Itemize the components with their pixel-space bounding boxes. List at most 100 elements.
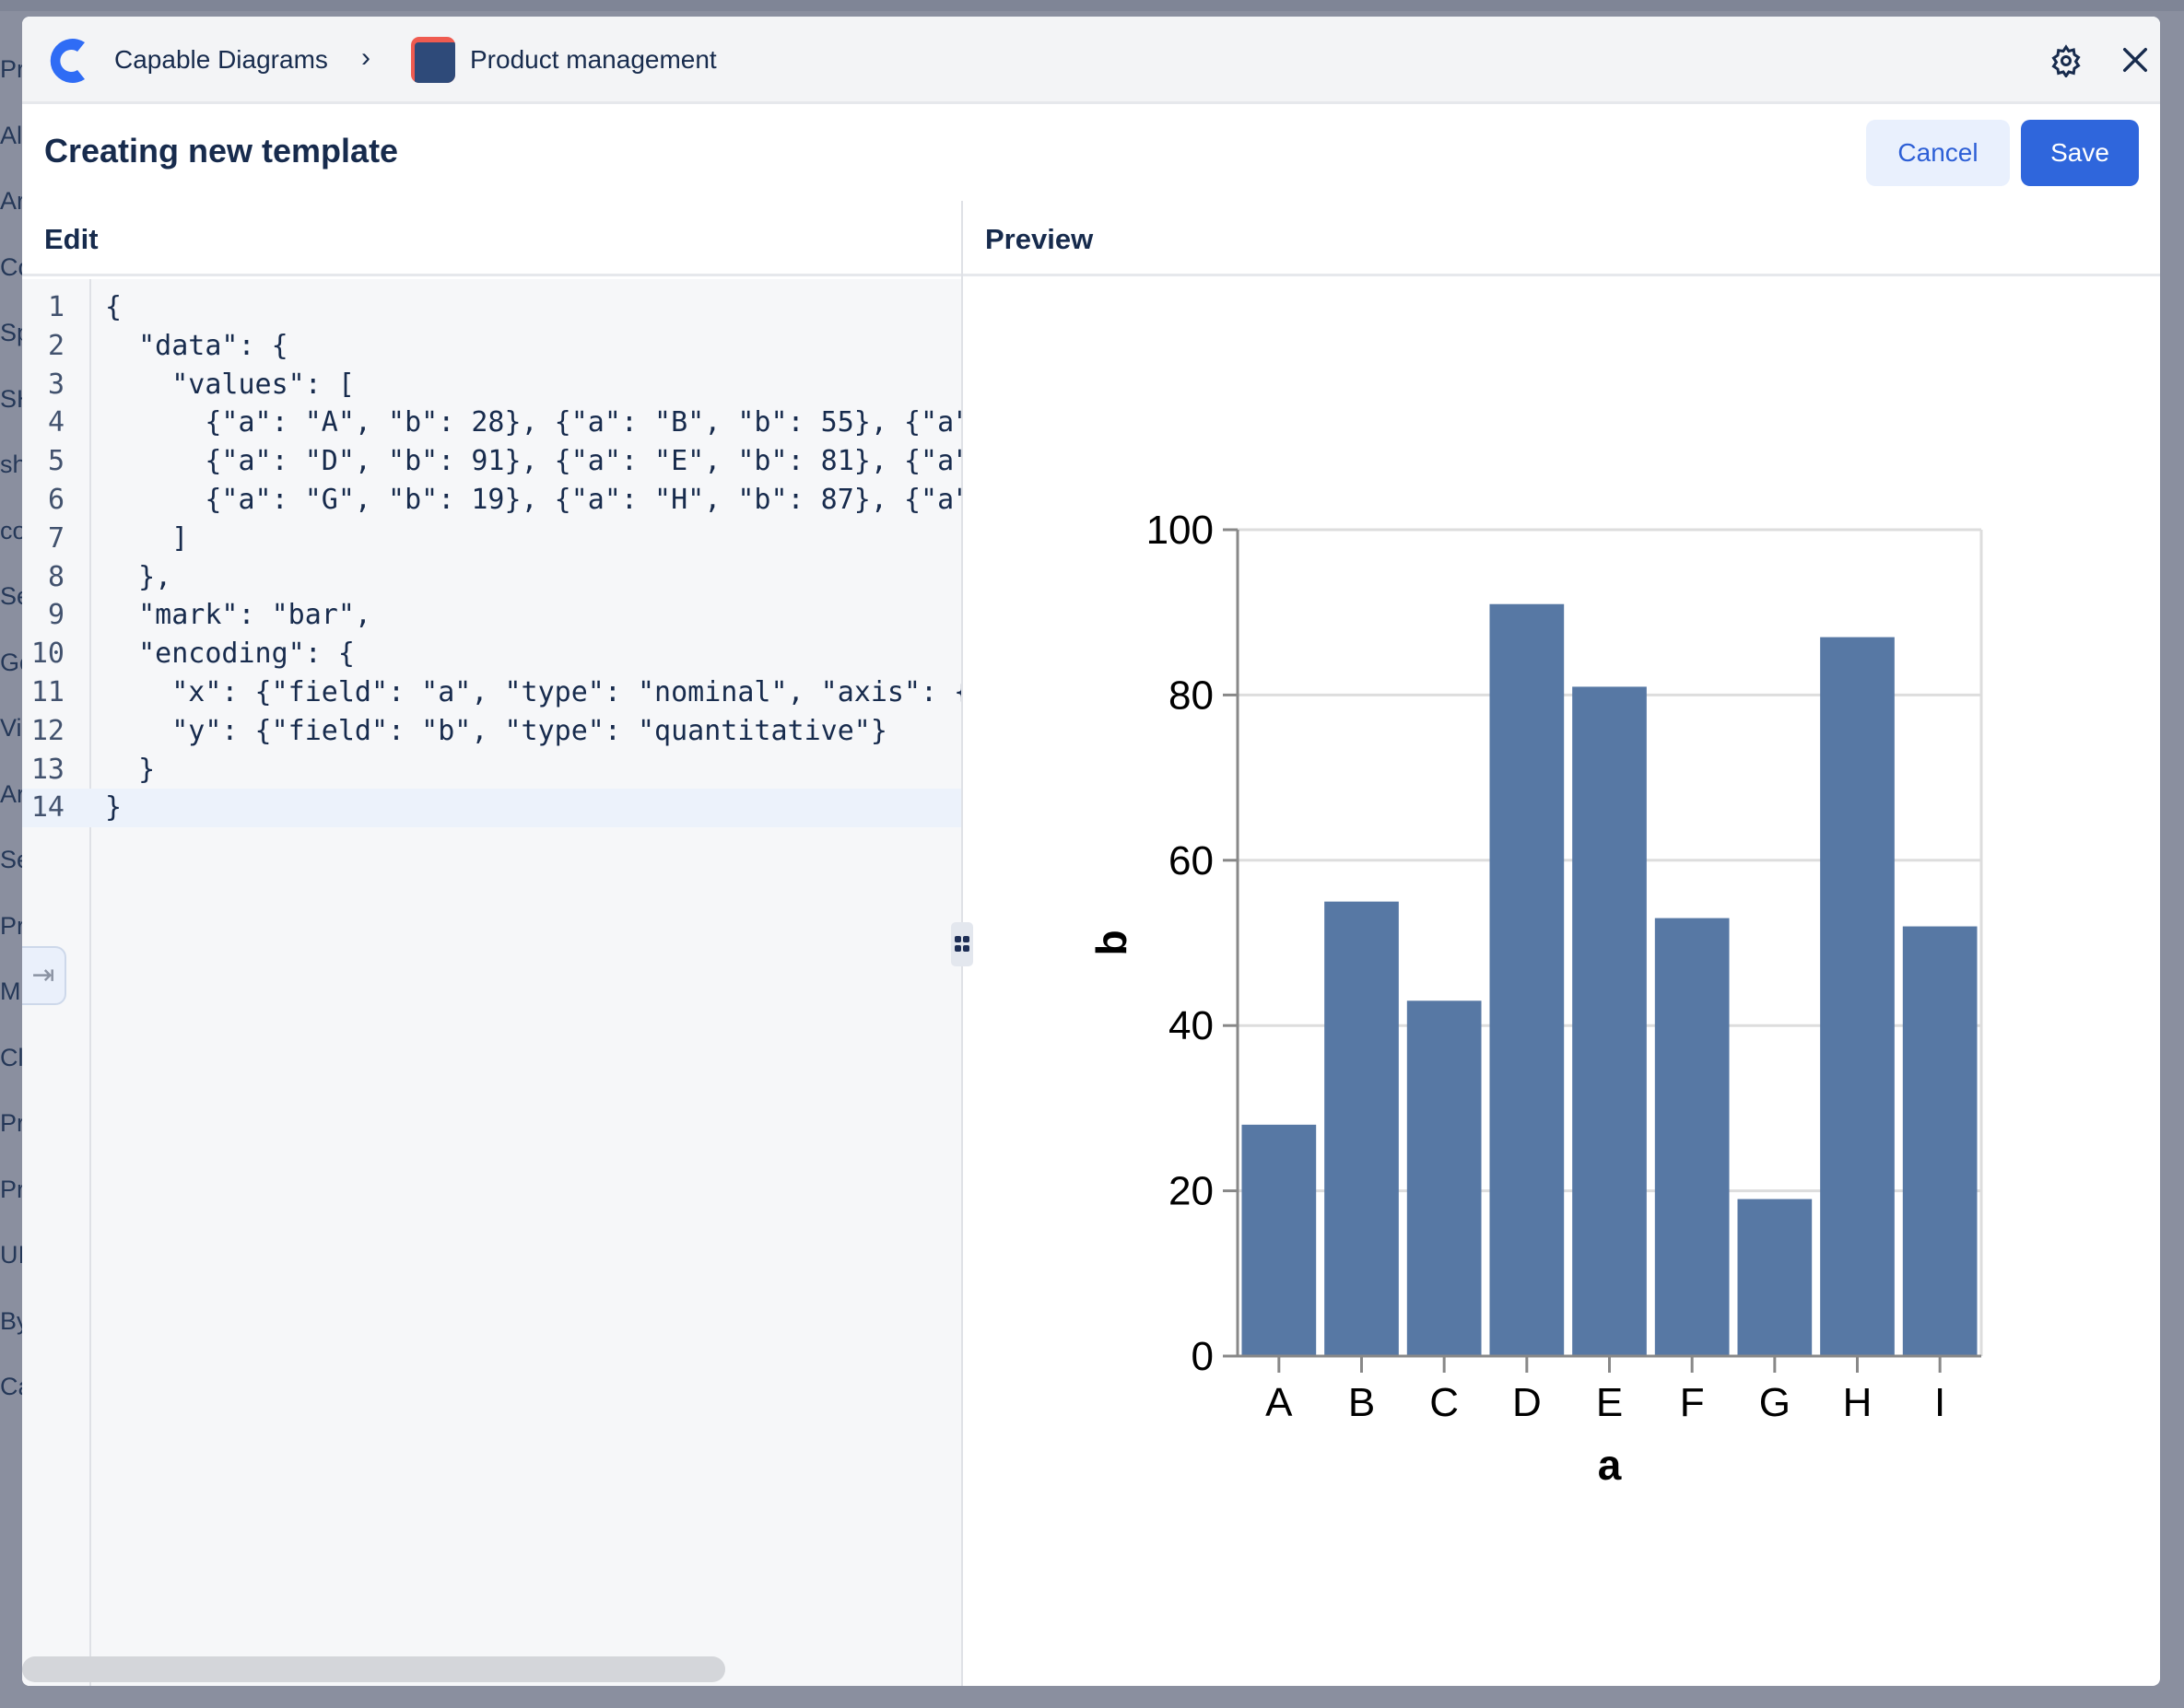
background-nav-item: Co	[0, 252, 22, 281]
modal-header: Capable Diagrams › Product management	[22, 17, 2160, 104]
background-nav-item: M	[0, 977, 21, 1005]
code-text: }	[105, 753, 156, 786]
background-nav-item: SH	[0, 384, 22, 413]
bar-E	[1572, 686, 1647, 1356]
line-number: 2	[47, 329, 65, 362]
code-text: },	[105, 560, 172, 593]
background-nav-item: Ar	[0, 779, 22, 808]
bar-F	[1654, 918, 1730, 1356]
resize-handle[interactable]	[951, 922, 973, 966]
arrow-right-bar-icon: ⇥	[31, 960, 55, 990]
cancel-button[interactable]: Cancel	[1866, 120, 2010, 186]
background-nav-item: Pr	[0, 911, 22, 940]
y-tick-label: 0	[1192, 1334, 1214, 1379]
edit-pane-header: Edit	[22, 201, 961, 276]
background-nav-item: Sp	[0, 319, 22, 346]
code-line[interactable]: 10 "encoding": {	[22, 635, 961, 673]
x-tick-label: F	[1680, 1380, 1705, 1425]
background-nav-item: UI	[0, 1241, 22, 1269]
breadcrumb-app[interactable]: Capable Diagrams	[114, 45, 328, 74]
expand-sidebar-button[interactable]: ⇥	[22, 946, 66, 1005]
background-nav-item: Cl	[0, 1043, 22, 1071]
x-tick-label: C	[1429, 1380, 1459, 1425]
chevron-right-icon: ›	[361, 42, 370, 73]
code-text: {"a": "D", "b": 91}, {"a": "E", "b": 81}…	[105, 445, 961, 478]
line-number: 4	[47, 406, 65, 439]
background-nav-item: Pr	[0, 55, 22, 83]
code-line[interactable]: 6 {"a": "G", "b": 19}, {"a": "H", "b": 8…	[22, 481, 961, 520]
line-number: 1	[47, 291, 65, 323]
y-tick-label: 20	[1168, 1169, 1214, 1214]
breadcrumb-space[interactable]: Product management	[470, 45, 717, 74]
line-number: 5	[47, 445, 65, 478]
background-nav-item: Ar	[0, 187, 22, 215]
code-line[interactable]: 7 ]	[22, 520, 961, 558]
background-nav-item: Pr	[0, 1109, 22, 1137]
x-axis-title: a	[1598, 1441, 1622, 1489]
horizontal-scrollbar[interactable]	[22, 1656, 725, 1682]
bar-I	[1902, 926, 1978, 1356]
background-nav-item: Se	[0, 846, 22, 873]
code-line[interactable]: 4 {"a": "A", "b": 28}, {"a": "B", "b": 5…	[22, 404, 961, 442]
x-tick-label: B	[1348, 1380, 1375, 1425]
save-button[interactable]: Save	[2021, 120, 2139, 186]
code-text: "x": {"field": "a", "type": "nominal", "…	[105, 676, 961, 708]
bar-H	[1820, 637, 1895, 1356]
y-tick-label: 40	[1168, 1003, 1214, 1048]
line-number: 9	[47, 599, 65, 632]
bar-D	[1489, 603, 1565, 1356]
bar-chart: 0 20 40 60 80 100 A B C D E F G H Ia b	[1087, 508, 1983, 1489]
code-line[interactable]: 2 "data": {	[22, 327, 961, 366]
gear-icon[interactable]	[2049, 44, 2083, 77]
background-sidebar: Pr Al Ar Co Sp SH sho co Se Go Vi Ar Se Pr M Cl Pr Pr UI By…	[0, 0, 22, 1708]
code-text: "mark": "bar",	[105, 599, 371, 632]
preview-pane-header: Preview	[963, 201, 2160, 276]
line-number-gutter	[22, 279, 91, 1686]
code-text: "values": [	[105, 368, 355, 401]
code-line[interactable]: 13 }	[22, 751, 961, 790]
background-nav-item: Vi	[0, 714, 22, 742]
bar-C	[1406, 1000, 1482, 1356]
line-number: 10	[30, 638, 65, 671]
x-tick-label: I	[1934, 1380, 1945, 1425]
x-tick-label: G	[1759, 1380, 1791, 1425]
line-number: 12	[30, 714, 65, 747]
line-number: 8	[47, 560, 65, 593]
background-nav-item: Go	[0, 648, 22, 676]
code-line[interactable]: 1{	[22, 288, 961, 327]
background-nav-item: Al	[0, 121, 22, 149]
x-tick-label: E	[1596, 1380, 1623, 1425]
code-text: {"a": "A", "b": 28}, {"a": "B", "b": 55}…	[105, 406, 961, 439]
backdrop-top	[0, 0, 2184, 11]
line-number: 14	[30, 791, 65, 825]
code-line[interactable]: 9 "mark": "bar",	[22, 596, 961, 635]
background-nav-item: sho	[0, 450, 22, 478]
code-line[interactable]: 11 "x": {"field": "a", "type": "nominal"…	[22, 673, 961, 712]
line-number: 11	[30, 676, 65, 708]
background-nav-item: Se	[0, 582, 22, 610]
code-text: "encoding": {	[105, 638, 355, 671]
code-line[interactable]: 14}	[22, 789, 961, 828]
y-axis-title: b	[1087, 930, 1135, 955]
x-tick-label: H	[1843, 1380, 1873, 1425]
x-tick-label: D	[1512, 1380, 1542, 1425]
code-line[interactable]: 8 },	[22, 558, 961, 597]
capable-diagrams-logo	[50, 39, 85, 83]
bar-A	[1241, 1124, 1317, 1356]
background-nav-item: Pr	[0, 1175, 22, 1203]
x-tick-label: A	[1265, 1380, 1293, 1425]
code-editor[interactable]: 14} 13 } 12 "y": {"field": "b", "type": "q…	[22, 279, 961, 1686]
code-line[interactable]: 12 "y": {"field": "b", "type": "quantita…	[22, 712, 961, 751]
code-text: ]	[105, 521, 189, 555]
code-line[interactable]: 3 "values": [	[22, 366, 961, 404]
close-icon[interactable]	[2119, 44, 2151, 76]
y-tick-label: 100	[1146, 508, 1214, 553]
y-tick-label: 80	[1168, 673, 1214, 718]
line-number: 7	[47, 521, 65, 555]
code-line[interactable]: 5 {"a": "D", "b": 91}, {"a": "E", "b": 8…	[22, 442, 961, 481]
code-text: {	[105, 291, 123, 323]
y-tick-label: 60	[1168, 838, 1214, 883]
code-text: {"a": "G", "b": 19}, {"a": "H", "b": 87}…	[105, 484, 961, 516]
product-management-icon	[411, 37, 455, 83]
